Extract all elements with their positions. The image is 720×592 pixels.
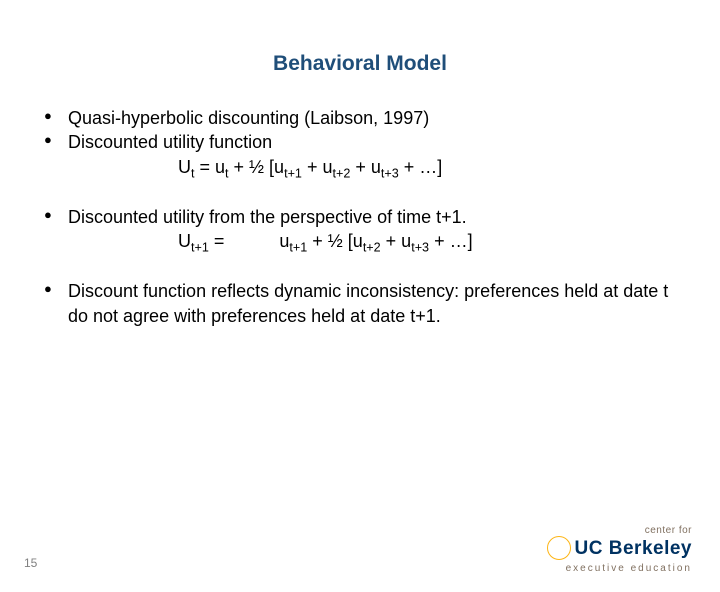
logo-main-line: UC Berkeley	[547, 538, 692, 562]
logo-pretext: center for	[547, 526, 692, 536]
bullet-text: Discounted utility from the perspective …	[68, 207, 467, 227]
bullet-item: Discounted utility from the perspective …	[40, 205, 672, 254]
bullet-text: Discounted utility function	[68, 132, 272, 152]
slide: Behavioral Model Quasi-hyperbolic discou…	[0, 52, 720, 592]
bullet-group-1: Quasi-hyperbolic discounting (Laibson, 1…	[40, 106, 672, 179]
logo-subtext: executive education	[547, 564, 692, 574]
slide-content: Quasi-hyperbolic discounting (Laibson, 1…	[0, 106, 720, 328]
formula-line: Ut+1 = ut+1 + ½ [ut+2 + ut+3 + …]	[68, 229, 672, 253]
bullet-item: Discount function reflects dynamic incon…	[40, 279, 672, 328]
logo-wordmark: UC Berkeley	[575, 538, 692, 559]
footer-logo: center for UC Berkeley executive educati…	[547, 526, 692, 574]
bullet-group-2: Discounted utility from the perspective …	[40, 205, 672, 254]
bullet-group-3: Discount function reflects dynamic incon…	[40, 279, 672, 328]
page-number: 15	[24, 556, 37, 570]
formula-line: Ut = ut + ½ [ut+1 + ut+2 + ut+3 + …]	[68, 155, 672, 179]
bullet-item: Quasi-hyperbolic discounting (Laibson, 1…	[40, 106, 672, 130]
slide-title: Behavioral Model	[0, 52, 720, 76]
bullet-item: Discounted utility function Ut = ut + ½ …	[40, 130, 672, 179]
